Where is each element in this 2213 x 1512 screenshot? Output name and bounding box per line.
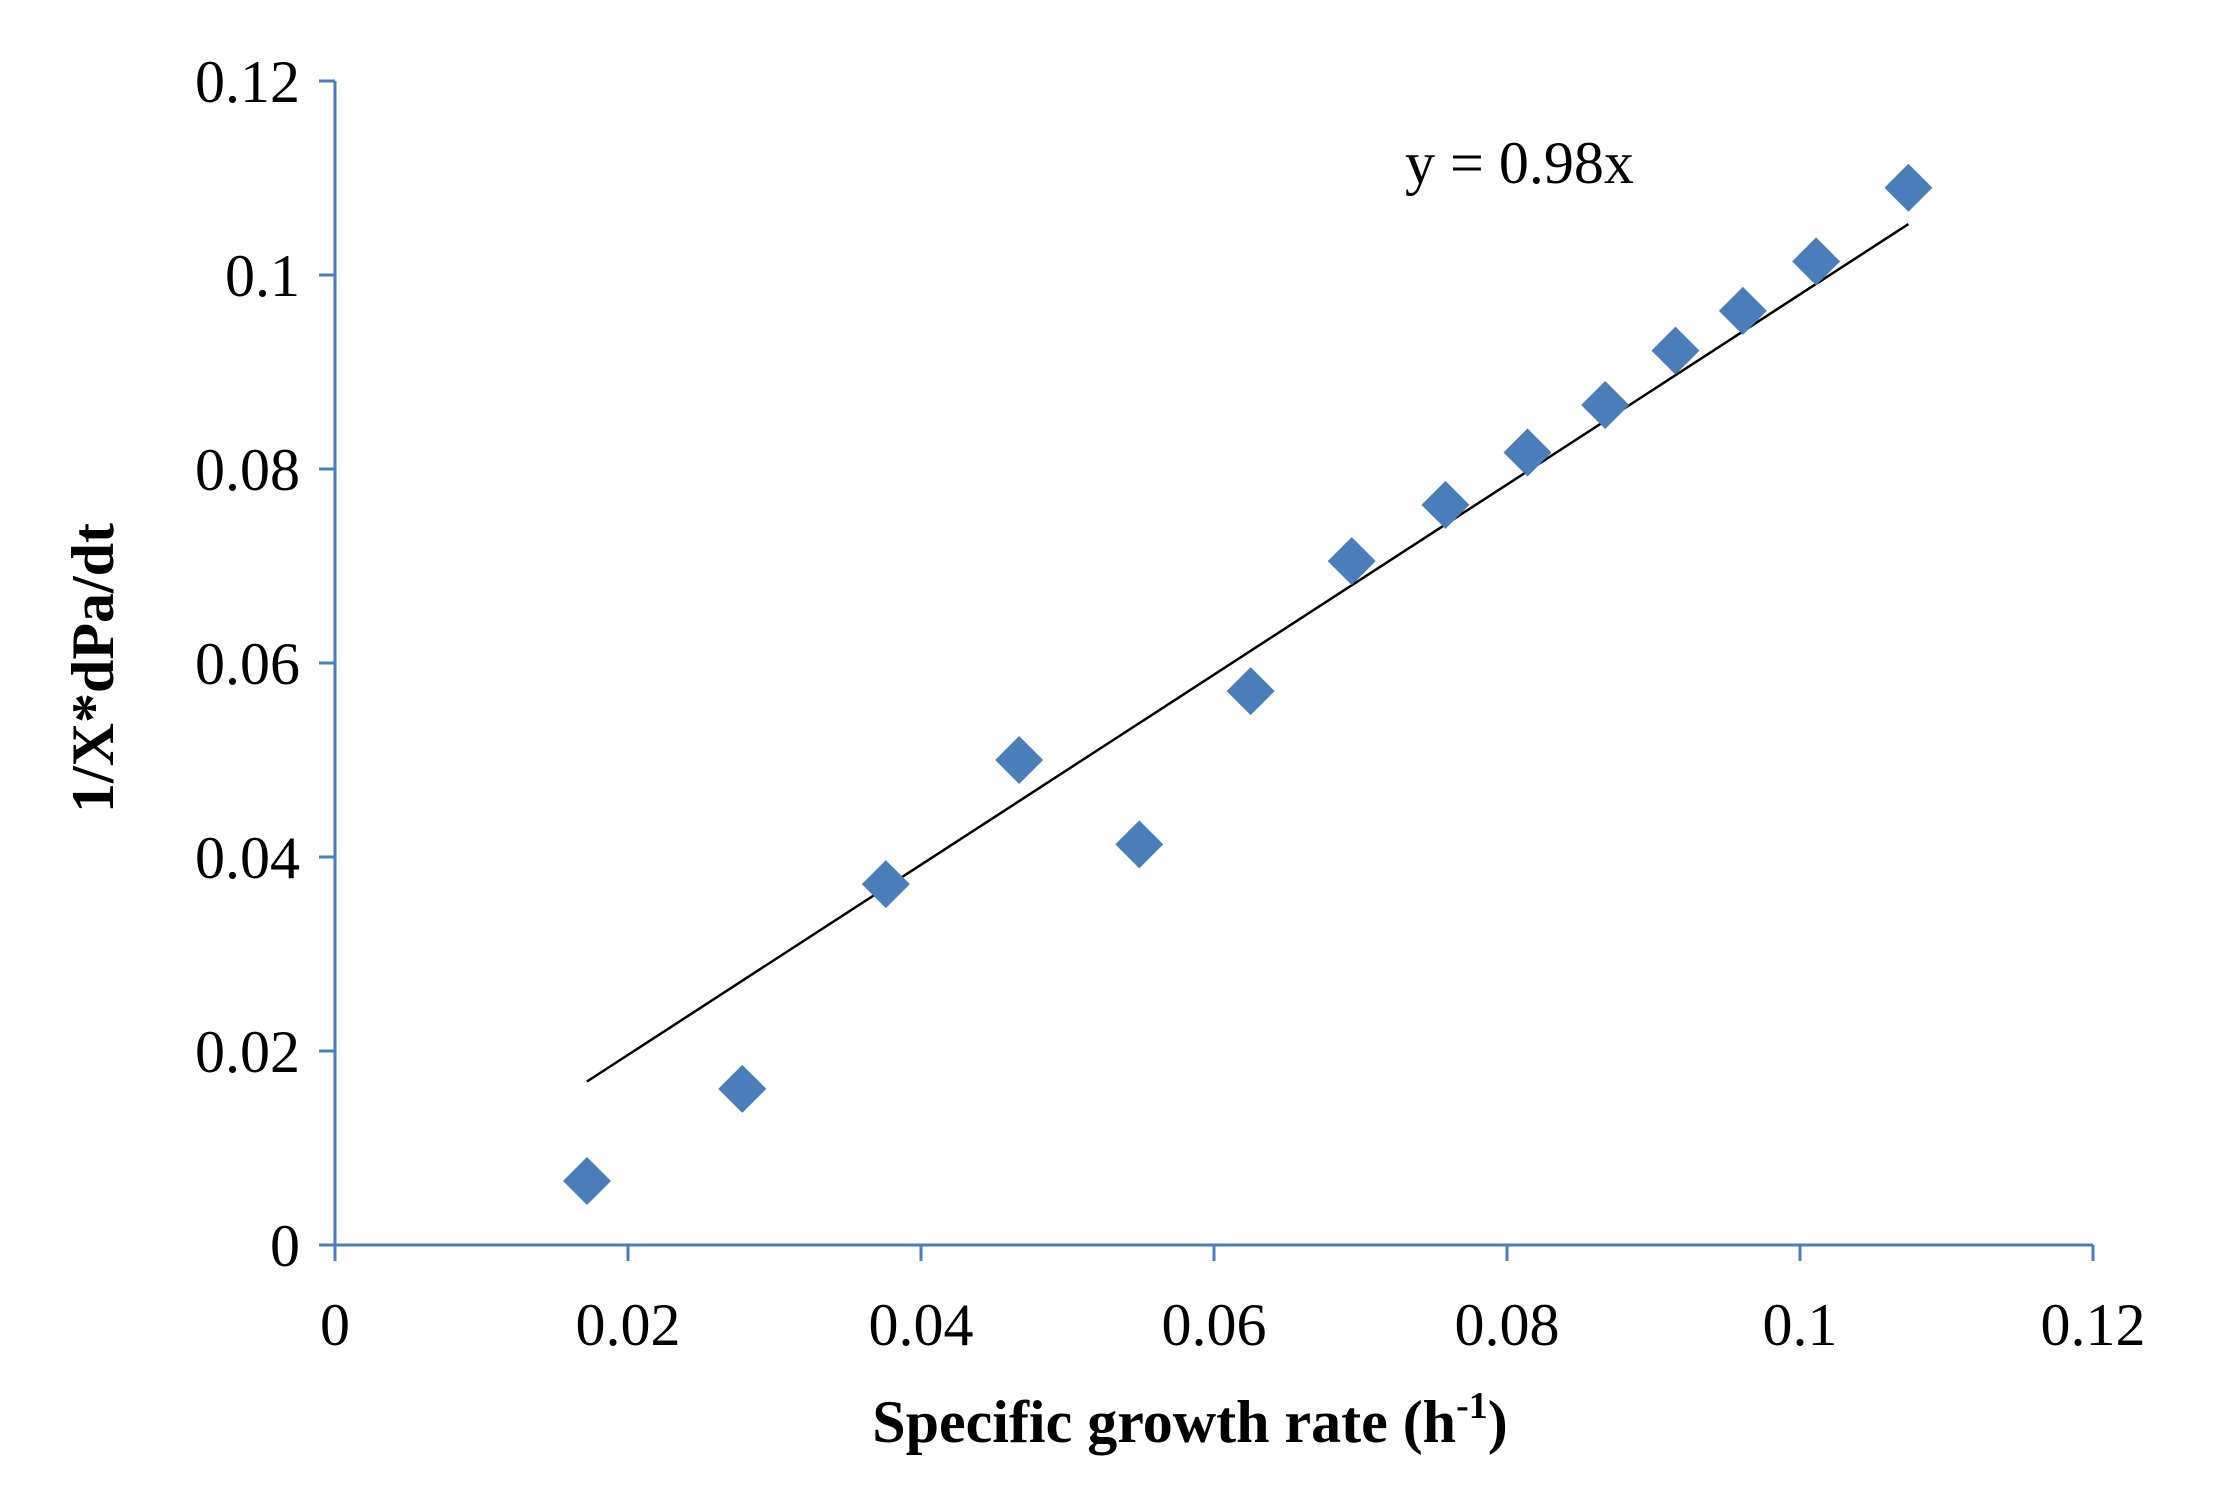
y-tick-label: 0	[270, 1213, 300, 1279]
data-point	[1718, 286, 1767, 335]
y-tick-label: 0.08	[195, 437, 300, 503]
data-point	[1327, 537, 1376, 586]
y-axis-ticks: 0 0.02 0.04 0.06 0.08 0.1 0.12	[195, 49, 335, 1279]
y-axis-title: 1/X*dPa/dt	[60, 523, 126, 813]
data-point	[718, 1064, 767, 1113]
x-axis-title-main: Specific growth rate (h	[872, 1389, 1456, 1455]
y-tick-label: 0.06	[195, 631, 300, 697]
data-points	[562, 163, 1933, 1205]
x-axis-ticks: 0 0.02 0.04 0.06 0.08 0.1 0.12	[320, 1245, 2146, 1358]
x-axis-title: Specific growth rate (h-1)	[872, 1385, 1507, 1455]
trendline-equation-label: y = 0.98x	[1405, 130, 1634, 196]
x-axis-title-superscript: -1	[1456, 1385, 1488, 1427]
x-tick-label: 0.08	[1455, 1292, 1560, 1358]
trendline	[586, 223, 1910, 1083]
x-tick-label: 0.12	[2041, 1292, 2146, 1358]
x-tick-label: 0.06	[1162, 1292, 1267, 1358]
data-point	[1115, 820, 1164, 869]
x-tick-label: 0	[320, 1292, 350, 1358]
data-point	[1226, 667, 1275, 716]
data-point	[1792, 237, 1841, 286]
data-point	[995, 736, 1044, 784]
data-point	[1421, 480, 1470, 529]
y-tick-label: 0.02	[195, 1019, 300, 1085]
x-tick-label: 0.02	[576, 1292, 681, 1358]
data-point	[861, 860, 910, 909]
data-point	[1651, 326, 1700, 375]
data-point	[562, 1156, 611, 1205]
y-tick-label: 0.04	[195, 825, 300, 891]
trendline-group	[586, 223, 1910, 1083]
y-tick-label: 0.1	[225, 243, 300, 309]
x-axis-title-suffix: )	[1488, 1389, 1508, 1455]
y-tick-label: 0.12	[195, 49, 300, 115]
data-point	[1884, 163, 1933, 212]
x-tick-label: 0.04	[869, 1292, 974, 1358]
data-point	[1503, 428, 1552, 477]
axes: 0 0.02 0.04 0.06 0.08 0.1 0.12 0 0.02 0.04 0.06 0.…	[195, 49, 2146, 1358]
x-tick-label: 0.1	[1763, 1292, 1838, 1358]
data-point	[1581, 380, 1630, 429]
